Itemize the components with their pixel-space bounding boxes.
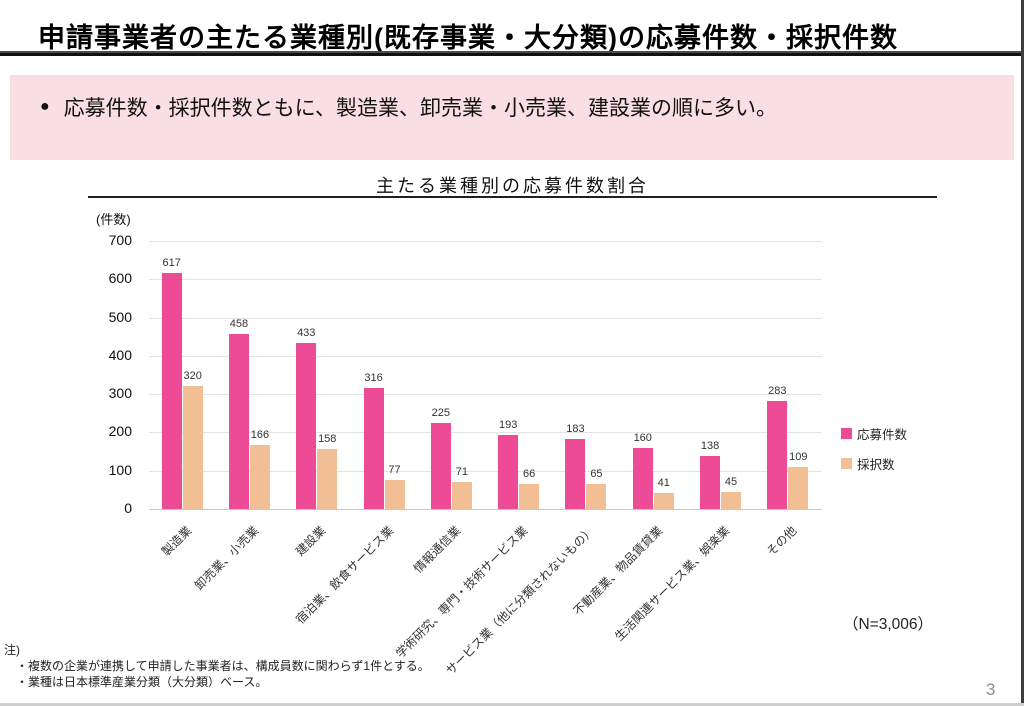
legend-item-applications: 応募件数 [841, 424, 907, 443]
value-label: 316 [364, 372, 383, 385]
bar-applications [498, 435, 519, 509]
x-category-label: 製造業 [158, 523, 194, 559]
value-label: 109 [789, 451, 808, 464]
value-label: 71 [455, 465, 468, 478]
bullet-icon: ● [40, 98, 50, 115]
gridline [149, 509, 822, 510]
note-item: ・複数の企業が連携して申請した事業者は、構成員数に関わらず1件とする。 [16, 659, 430, 673]
page-number: 3 [986, 680, 996, 699]
page-right-edge [1021, 0, 1024, 706]
bar-adoptions [451, 481, 472, 509]
x-category-label: 学術研究、専門・技術サービス業 [393, 523, 531, 661]
legend-label: 応募件数 [857, 428, 908, 442]
value-label: 617 [162, 256, 181, 269]
value-label: 65 [590, 468, 603, 481]
page-bottom-edge [0, 703, 1024, 706]
value-label: 160 [633, 431, 652, 444]
bar-adoptions [317, 448, 338, 509]
bar-adoptions [586, 484, 607, 509]
bar-applications [430, 422, 451, 509]
bar-applications [161, 272, 182, 509]
y-tick-label: 500 [108, 308, 132, 325]
value-label: 283 [768, 384, 787, 397]
bar-applications [632, 447, 653, 509]
summary-line: ● 応募件数・採択件数ともに、製造業、卸売業・小売業、建設業の順に多い。 [40, 92, 777, 122]
gridline [149, 317, 822, 319]
value-label: 193 [498, 419, 518, 432]
x-category-label: 情報通信業 [410, 523, 464, 576]
y-tick-label: 300 [108, 385, 132, 402]
value-label: 225 [431, 406, 451, 419]
bar-adoptions [249, 445, 270, 509]
x-category-label: 建設業 [293, 523, 329, 559]
x-category-label: 卸売業、小売業 [191, 523, 262, 593]
bar-applications [565, 438, 586, 509]
sample-size-label: （N=3,006） [843, 616, 934, 633]
legend-swatch-applications [841, 428, 852, 439]
title-divider [0, 51, 1022, 56]
x-category-label: その他 [764, 523, 800, 559]
y-axis-unit-label: (件数) [96, 212, 131, 227]
value-label: 183 [566, 422, 585, 435]
y-tick-label: 400 [108, 346, 132, 363]
bar-applications [296, 343, 317, 509]
bar-applications [228, 333, 249, 509]
gridline [149, 355, 822, 357]
y-tick-label: 100 [108, 461, 132, 478]
bar-adoptions [721, 491, 742, 509]
value-label: 458 [229, 317, 249, 330]
bar-adoptions [653, 493, 674, 509]
bar-applications [767, 400, 788, 509]
legend-item-adoptions: 採択数 [841, 454, 907, 473]
y-tick-label: 0 [124, 500, 132, 516]
bar-applications [700, 456, 721, 509]
notes-heading: 注) [4, 643, 20, 657]
value-label: 77 [388, 463, 401, 476]
chart-legend: 応募件数 採択数 [841, 424, 907, 484]
value-label: 41 [657, 477, 670, 490]
chart-box: 主たる業種別の応募件数割合 (件数) 617 320 458 166 433 158 316… [88, 172, 937, 684]
y-tick-label: 200 [108, 423, 132, 440]
summary-text: 応募件数・採択件数ともに、製造業、卸売業・小売業、建設業の順に多い。 [63, 97, 778, 120]
bar-adoptions [182, 386, 203, 509]
page-title: 申請事業者の主たる業種別(既存事業・大分類)の応募件数・採択件数 [38, 23, 898, 53]
value-label: 158 [318, 432, 337, 445]
value-label: 166 [250, 429, 270, 442]
gridline [149, 470, 822, 472]
notes: 注) ・複数の企業が連携して申請した事業者は、構成員数に関わらず1件とする。 ・… [4, 642, 430, 690]
value-label: 433 [297, 327, 316, 340]
chart-title: 主たる業種別の応募件数割合 [88, 172, 937, 198]
bar-applications [363, 388, 384, 509]
value-label: 45 [724, 475, 738, 488]
x-category-label: 生活関連サービス業、娯楽業 [612, 523, 733, 644]
gridline [149, 241, 822, 242]
legend-label: 採択数 [857, 458, 895, 472]
bar-adoptions [384, 479, 405, 509]
bar-adoptions [519, 483, 540, 509]
value-label: 138 [700, 440, 720, 453]
bar-adoptions [788, 467, 809, 509]
value-label: 66 [523, 467, 536, 480]
y-tick-label: 600 [108, 270, 132, 287]
value-label: 320 [183, 370, 202, 383]
summary-banner: ● 応募件数・採択件数ともに、製造業、卸売業・小売業、建設業の順に多い。 [10, 75, 1014, 160]
plot-area: 617 320 458 166 433 158 316 77 225 71 193 66 183 65 16… [149, 241, 822, 510]
note-item: ・業種は日本標準産業分類（大分類）ベース。 [16, 675, 268, 689]
gridline [149, 279, 822, 281]
legend-swatch-adoptions [841, 458, 852, 469]
gridline [149, 432, 822, 434]
gridline [149, 394, 822, 396]
y-tick-label: 700 [108, 232, 132, 248]
